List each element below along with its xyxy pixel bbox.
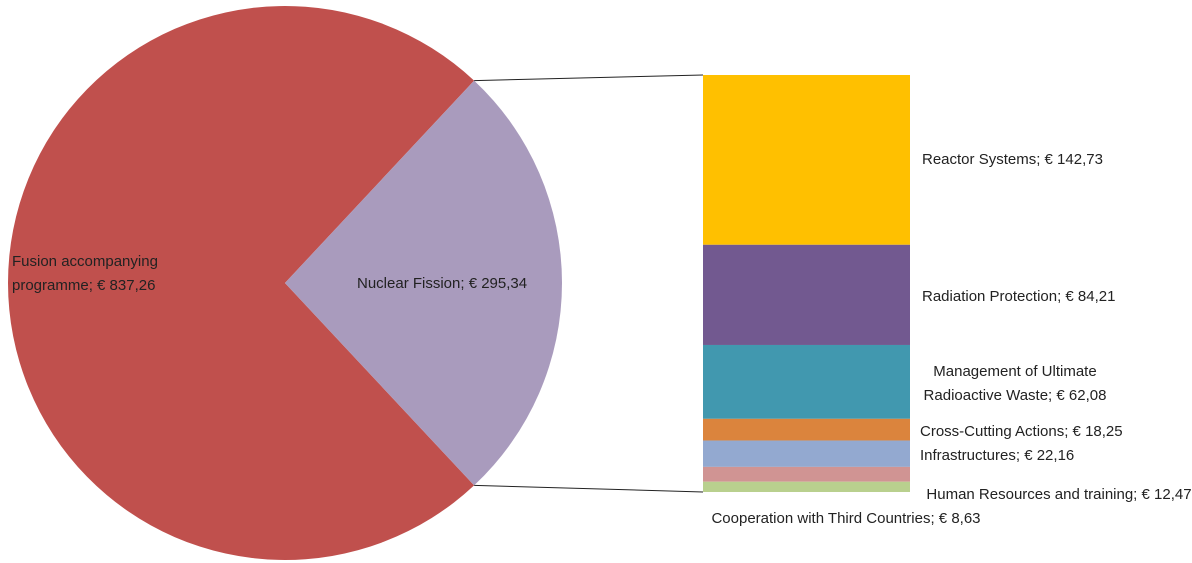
- bar-segment: [703, 481, 910, 492]
- pie-slice: [7, 6, 475, 561]
- pie-slice: [285, 80, 562, 486]
- data-label: Infrastructures; € 22,16: [920, 447, 1075, 464]
- data-label: Human Resources and training; € 12,47: [926, 486, 1192, 503]
- data-label: Reactor Systems; € 142,73: [922, 151, 1103, 168]
- bar-segment: [703, 244, 910, 345]
- data-label: Nuclear Fission; € 295,34: [357, 275, 528, 292]
- connector-line: [474, 74, 704, 82]
- bar-segment: [703, 466, 910, 482]
- data-label: Cross-Cutting Actions; € 18,25: [920, 423, 1123, 440]
- data-label: Management of Ultimate Radioactive Waste…: [923, 363, 1107, 404]
- bar-segment: [703, 344, 910, 419]
- data-label: Radiation Protection; € 84,21: [922, 288, 1116, 305]
- bar-segment: [703, 75, 910, 245]
- bar-segment: [703, 440, 910, 467]
- data-label: Fusion accompanying programme; € 837,26: [12, 253, 158, 294]
- bar-segment: [703, 418, 910, 441]
- data-label: Cooperation with Third Countries; € 8,63: [711, 510, 981, 527]
- connector-line: [474, 484, 704, 493]
